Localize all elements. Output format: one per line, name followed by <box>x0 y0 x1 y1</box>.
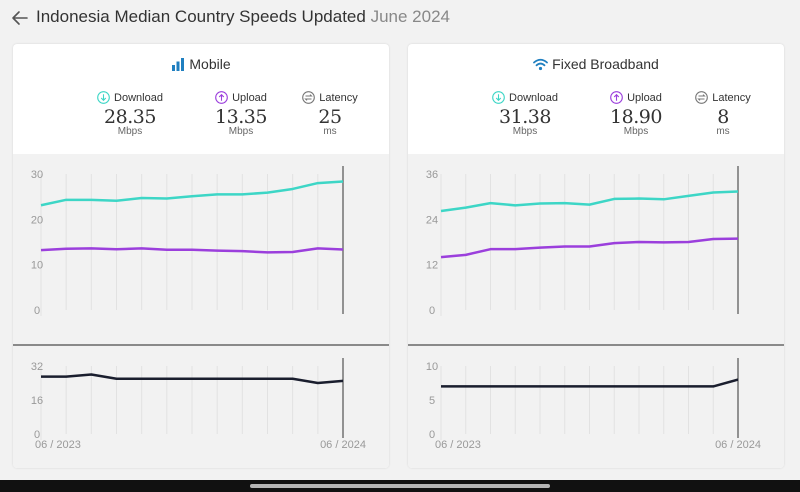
series-line-latency <box>441 378 739 388</box>
wifi-icon <box>533 58 549 71</box>
fixed-upload-unit: Mbps <box>623 126 649 137</box>
fixed-download-label-text: Download <box>509 91 558 104</box>
fixed-download-label: Download <box>480 91 570 104</box>
y-tick-label: 5 <box>429 395 435 407</box>
fixed-chart-svg: 0 12 24 36 0 5 10 06 / 2023 06 / 2024 <box>408 166 784 451</box>
mobile-latency-value: 25 <box>318 106 342 128</box>
y-tick-label: 10 <box>426 361 438 373</box>
mobile-card-title: Mobile <box>13 56 389 72</box>
mobile-latency-metric: Latency 25 ms <box>285 91 375 137</box>
fixed-upload-label: Upload <box>591 91 681 104</box>
fixed-download-unit: Mbps <box>512 126 538 137</box>
mobile-download-label: Download <box>85 91 175 104</box>
mobile-download-metric: Download 28.35 Mbps <box>85 91 175 137</box>
y-tick-label: 20 <box>31 214 43 226</box>
x-tick-label-end: 06 / 2024 <box>715 439 761 451</box>
y-tick-label: 36 <box>426 169 438 181</box>
mobile-upload-value: 13.35 <box>215 106 267 128</box>
fixed-latency-value: 8 <box>717 106 729 128</box>
fixed-download-metric: Download 31.38 Mbps <box>480 91 570 137</box>
home-indicator[interactable] <box>250 484 550 488</box>
fixed-upload-metric: Upload 18.90 Mbps <box>591 91 681 137</box>
latency-arrows-circle-icon <box>302 91 316 104</box>
fixed-latency-label-text: Latency <box>712 91 751 104</box>
latency-arrows-circle-icon <box>695 91 709 104</box>
mobile-card: Mobile Download 28.35 Mbps Upload 13.35 … <box>13 44 389 468</box>
series-line-upload <box>40 247 344 254</box>
series-line-download <box>440 190 739 213</box>
series-line-download <box>40 180 344 207</box>
fixed-title-label: Fixed Broadband <box>552 56 659 72</box>
fixed-latency-unit: ms <box>716 126 730 137</box>
mobile-download-value: 28.35 <box>104 106 156 128</box>
page-title: Indonesia Median Country Speeds Updated … <box>36 7 450 27</box>
fixed-latency-label: Latency <box>678 91 768 104</box>
fixed-latency-metric: Latency 8 ms <box>678 91 768 137</box>
fixed-download-value: 31.38 <box>499 106 551 128</box>
y-tick-label: 30 <box>31 169 43 181</box>
fixed-card-title: Fixed Broadband <box>408 56 784 72</box>
fixed-card: Fixed Broadband Download 31.38 Mbps Uplo… <box>408 44 784 468</box>
mobile-latency-label: Latency <box>285 91 375 104</box>
mobile-download-unit: Mbps <box>117 126 143 137</box>
y-tick-label: 0 <box>34 429 40 441</box>
y-tick-label: 0 <box>429 429 435 441</box>
y-tick-label: 32 <box>31 361 43 373</box>
mobile-upload-label-text: Upload <box>232 91 267 104</box>
mobile-download-label-text: Download <box>114 91 163 104</box>
x-tick-label-start: 06 / 2023 <box>35 439 81 451</box>
fixed-upload-label-text: Upload <box>627 91 662 104</box>
page-title-date: June 2024 <box>370 7 450 26</box>
y-tick-label: 10 <box>31 260 43 272</box>
arrow-left-icon[interactable] <box>10 8 30 28</box>
arrow-down-circle-icon <box>97 91 110 104</box>
mobile-title-label: Mobile <box>189 56 231 72</box>
fixed-upload-value: 18.90 <box>610 106 662 128</box>
mobile-upload-unit: Mbps <box>228 126 254 137</box>
fixed-charts: 0 12 24 36 0 5 10 06 / 2023 06 / 2024 <box>408 154 784 468</box>
fixed-speed-chart: 0 12 24 36 <box>426 166 739 317</box>
y-tick-label: 12 <box>426 260 438 272</box>
page-title-text: Indonesia Median Country Speeds Updated <box>36 7 366 26</box>
mobile-chart-svg: 0 10 20 30 0 16 32 06 / 2023 06 / 2024 <box>13 166 389 451</box>
arrow-up-circle-icon <box>215 91 228 104</box>
x-tick-label-start: 06 / 2023 <box>435 439 481 451</box>
y-tick-label: 0 <box>34 305 40 317</box>
mobile-upload-label: Upload <box>196 91 286 104</box>
mobile-latency-chart: 0 16 32 06 / 2023 06 / 2024 <box>31 358 366 451</box>
series-line-latency <box>41 373 344 385</box>
fixed-latency-chart: 0 5 10 06 / 2023 06 / 2024 <box>426 358 761 451</box>
arrow-up-circle-icon <box>610 91 623 104</box>
signal-bars-icon <box>172 58 185 71</box>
y-tick-label: 0 <box>429 305 435 317</box>
mobile-latency-label-text: Latency <box>319 91 358 104</box>
top-bar: Indonesia Median Country Speeds Updated … <box>0 0 800 38</box>
arrow-down-circle-icon <box>492 91 505 104</box>
mobile-charts: 0 10 20 30 0 16 32 06 / 2023 06 / 2024 <box>13 154 389 468</box>
y-tick-label: 16 <box>31 395 43 407</box>
series-line-upload <box>440 237 739 259</box>
mobile-latency-unit: ms <box>323 126 337 137</box>
y-tick-label: 24 <box>426 214 438 226</box>
mobile-upload-metric: Upload 13.35 Mbps <box>196 91 286 137</box>
mobile-speed-chart: 0 10 20 30 <box>31 166 344 317</box>
x-tick-label-end: 06 / 2024 <box>320 439 366 451</box>
